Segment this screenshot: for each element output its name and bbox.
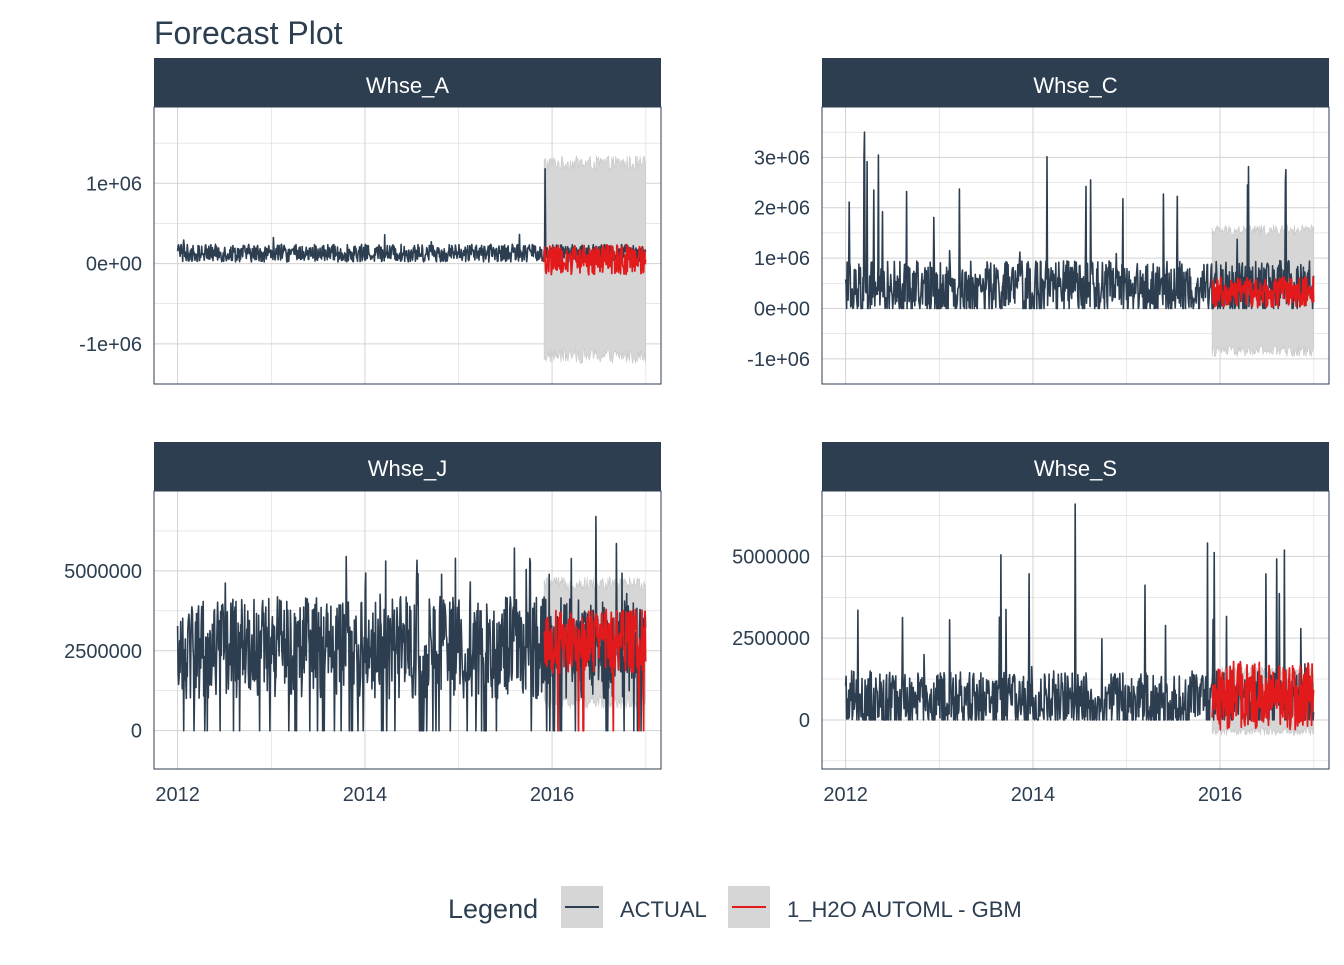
y-tick-label: 0e+00 bbox=[86, 254, 142, 276]
series-forecast bbox=[543, 608, 647, 732]
panel-whse-c: Whse_C bbox=[822, 58, 1329, 107]
y-tick-label: 0e+00 bbox=[754, 298, 810, 320]
series-forecast bbox=[1211, 660, 1315, 731]
x-tick-label: 2012 bbox=[155, 784, 200, 806]
y-tick-label: 5000000 bbox=[732, 546, 810, 568]
panel-title: Whse_A bbox=[366, 73, 449, 98]
y-tick-label: 2e+06 bbox=[754, 198, 810, 220]
panel-title: Whse_S bbox=[1034, 456, 1117, 481]
chart-title: Forecast Plot bbox=[154, 15, 343, 51]
y-tick-label: 0 bbox=[131, 721, 142, 743]
plot-panel-whse-c: 3e+06 2e+06 1e+06 0e+00 -1e+06 bbox=[747, 106, 1330, 385]
plot-panel-whse-j: 5000000 2500000 0 2012 2014 2016 bbox=[64, 490, 662, 806]
series-forecast bbox=[1211, 276, 1315, 308]
plot-panel-whse-s: 5000000 2500000 0 2012 2014 2016 bbox=[732, 490, 1330, 806]
legend-label-forecast: 1_H2O AUTOML - GBM bbox=[787, 897, 1022, 922]
panel-whse-j: Whse_J bbox=[154, 442, 661, 491]
panel-strip bbox=[154, 442, 661, 491]
series-forecast bbox=[543, 243, 647, 276]
series-actual bbox=[176, 168, 647, 263]
legend-title: Legend bbox=[448, 894, 538, 924]
x-tick-label: 2014 bbox=[1011, 784, 1056, 806]
panel-whse-a: Whse_A bbox=[154, 58, 661, 107]
panel-strip bbox=[822, 58, 1329, 107]
panel-border bbox=[153, 490, 662, 770]
x-tick-label: 2016 bbox=[1198, 784, 1243, 806]
panel-border bbox=[821, 106, 1330, 385]
chart-legend: Legend ACTUAL 1_H2O AUTOML - GBM bbox=[448, 886, 1022, 928]
x-tick-label: 2014 bbox=[343, 784, 388, 806]
panel-strip bbox=[154, 58, 661, 107]
x-tick-label: 2016 bbox=[530, 784, 575, 806]
y-tick-label: -1e+06 bbox=[79, 334, 142, 356]
series-actual bbox=[844, 131, 1315, 310]
y-tick-label: 5000000 bbox=[64, 561, 142, 583]
y-tick-label: 0 bbox=[799, 710, 810, 732]
panel-title: Whse_J bbox=[368, 456, 447, 481]
x-tick-label: 2012 bbox=[823, 784, 868, 806]
panel-title: Whse_C bbox=[1033, 73, 1117, 98]
legend-label-actual: ACTUAL bbox=[620, 897, 707, 922]
plot-panel-whse-a: 1e+06 0e+00 -1e+06 bbox=[79, 106, 662, 385]
panel-strip bbox=[822, 442, 1329, 491]
panel-border bbox=[821, 490, 1330, 770]
y-tick-label: 3e+06 bbox=[754, 147, 810, 169]
y-tick-label: 2500000 bbox=[64, 641, 142, 663]
y-tick-label: 2500000 bbox=[732, 628, 810, 650]
y-tick-label: 1e+06 bbox=[754, 248, 810, 270]
panel-border bbox=[153, 106, 662, 385]
y-tick-label: -1e+06 bbox=[747, 349, 810, 371]
panel-whse-s: Whse_S bbox=[822, 442, 1329, 491]
y-tick-label: 1e+06 bbox=[86, 173, 142, 195]
